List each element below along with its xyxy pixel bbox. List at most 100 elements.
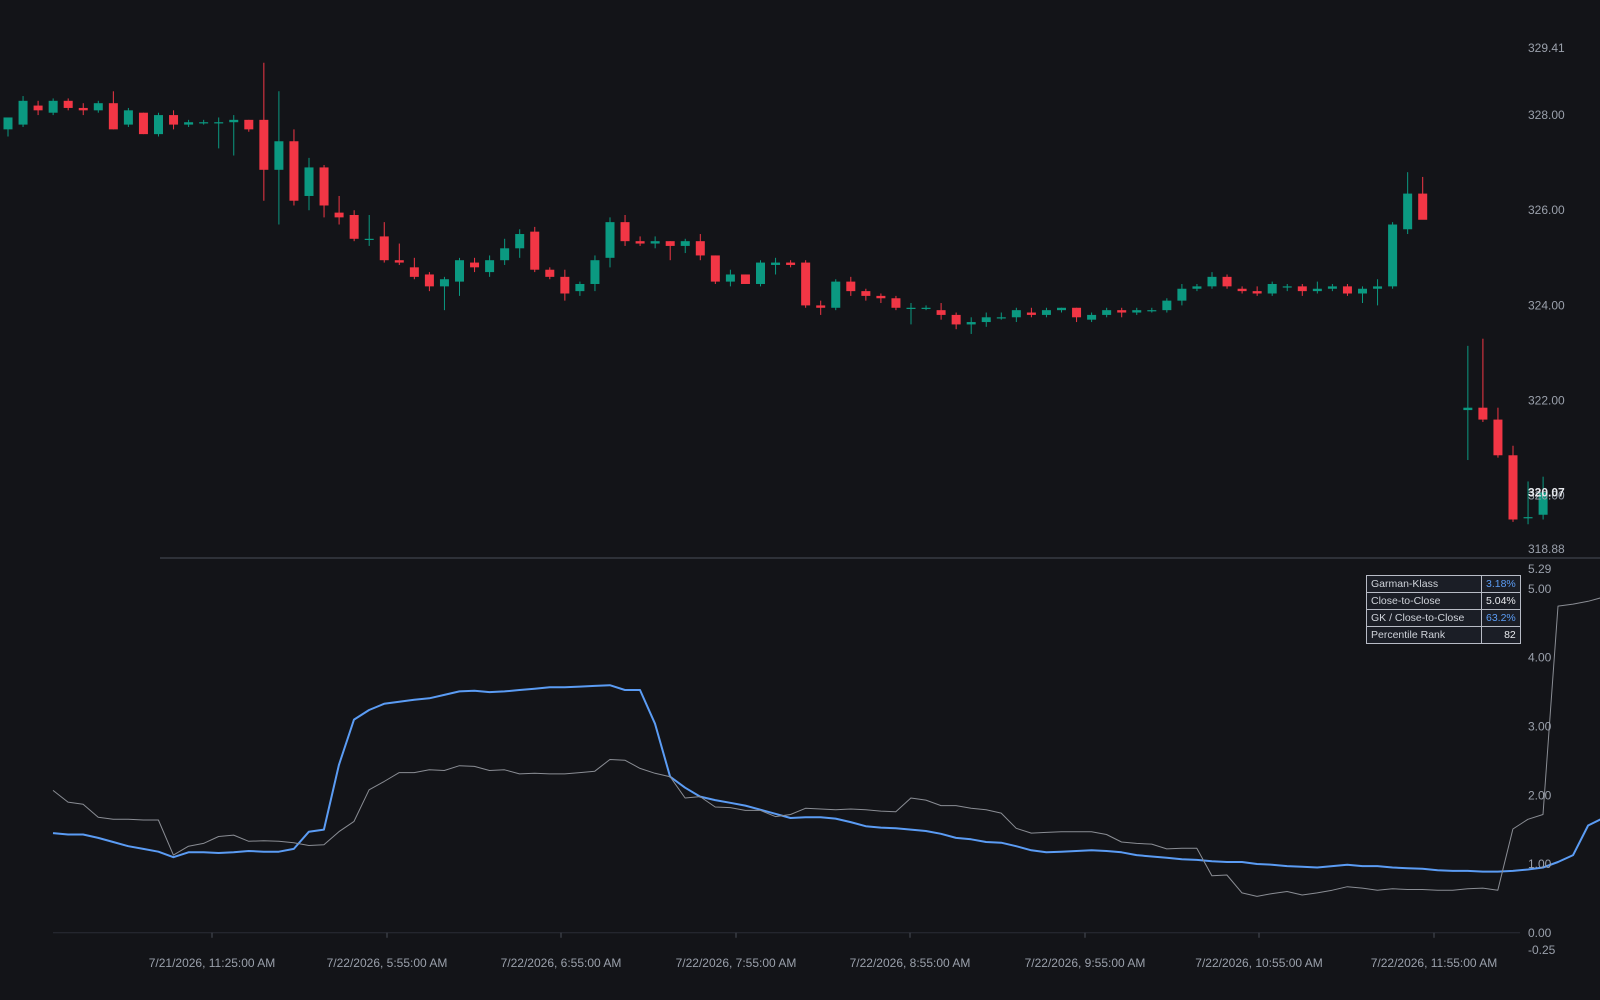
- candle: [1538, 476, 1548, 520]
- candle: [1222, 274, 1232, 289]
- candle-body: [169, 115, 179, 125]
- candle: [424, 272, 434, 292]
- candle: [695, 234, 705, 261]
- candle: [515, 229, 525, 258]
- last-price-label: 320.07: [1528, 485, 1565, 499]
- candle-body: [1267, 283, 1277, 294]
- candle: [560, 269, 570, 301]
- candle-body: [108, 103, 118, 130]
- price-tick-label: 329.41: [1528, 41, 1565, 55]
- candle: [3, 117, 13, 137]
- candle: [1177, 283, 1187, 306]
- candle: [816, 300, 826, 315]
- candle: [439, 276, 449, 311]
- candle: [123, 107, 133, 127]
- candle-body: [1222, 276, 1232, 287]
- candle-body: [364, 238, 374, 240]
- candle-body: [1072, 307, 1082, 318]
- candle-body: [801, 262, 811, 306]
- candle-body: [1327, 286, 1337, 289]
- candle: [1403, 172, 1413, 235]
- candle-body: [485, 260, 495, 273]
- candle-body: [18, 100, 28, 125]
- candle: [93, 100, 103, 113]
- candle-body: [981, 317, 991, 323]
- candle-body: [1342, 286, 1352, 294]
- candle: [1418, 176, 1428, 220]
- candle-body: [319, 167, 329, 206]
- candle: [244, 119, 254, 132]
- candle: [364, 215, 374, 246]
- candle: [665, 241, 675, 261]
- candle-body: [725, 274, 735, 282]
- candle-body: [1388, 224, 1398, 287]
- candle-body: [951, 314, 961, 325]
- candle-body: [1162, 300, 1172, 311]
- candle: [500, 238, 510, 265]
- price-tick-label: 324.00: [1528, 298, 1565, 312]
- candle: [304, 157, 314, 211]
- candle: [801, 260, 811, 308]
- candle-body: [1057, 307, 1066, 311]
- candle-body: [1463, 407, 1473, 411]
- candle: [1132, 307, 1142, 315]
- candle: [650, 236, 660, 249]
- vol-tick-label: 5.00: [1528, 582, 1552, 596]
- candle: [1102, 307, 1112, 318]
- candle: [1388, 222, 1398, 289]
- candle-body: [530, 231, 540, 270]
- time-tick-label: 7/22/2026, 11:55:00 AM: [1371, 956, 1498, 970]
- candle: [289, 129, 299, 206]
- candle-body: [1147, 310, 1157, 312]
- candle-body: [455, 260, 464, 282]
- candle-body: [771, 262, 781, 265]
- candle-body: [304, 167, 314, 196]
- candle: [1147, 307, 1157, 313]
- candle-body: [500, 248, 510, 261]
- candle-body: [1011, 310, 1021, 318]
- time-tick-label: 7/22/2026, 7:55:00 AM: [676, 956, 797, 970]
- candle-body: [199, 122, 209, 124]
- price-tick-label: 320.00: [1528, 489, 1565, 503]
- vol-tick-label: 5.29: [1528, 562, 1552, 576]
- candle-body: [560, 276, 570, 294]
- candle-body: [289, 141, 299, 201]
- candle: [18, 96, 28, 127]
- candle: [530, 226, 540, 273]
- candle-body: [379, 236, 389, 261]
- stats-row: Close-to-Close 5.04%: [1366, 592, 1521, 610]
- price-tick-label: 322.00: [1528, 394, 1565, 408]
- candle-body: [1237, 288, 1247, 292]
- stats-value: 82: [1481, 626, 1521, 644]
- candle: [470, 257, 480, 273]
- candle: [184, 119, 194, 127]
- candle: [169, 110, 179, 130]
- candle-body: [515, 234, 525, 249]
- candle: [996, 312, 1006, 320]
- candle: [1267, 281, 1277, 296]
- candle: [1312, 281, 1322, 294]
- candle: [1192, 283, 1202, 292]
- candle: [229, 115, 239, 156]
- candle: [48, 98, 58, 116]
- stats-value: 3.18%: [1481, 575, 1521, 593]
- candle-body: [1297, 286, 1307, 292]
- candle: [78, 103, 88, 116]
- candle: [63, 98, 73, 111]
- candle-body: [665, 241, 675, 246]
- close-to-close-line: [52, 597, 1600, 897]
- candle: [740, 274, 750, 284]
- candle: [1237, 286, 1247, 294]
- time-tick-label: 7/22/2026, 5:55:00 AM: [327, 956, 448, 970]
- candle-body: [334, 212, 344, 218]
- candles-group: [3, 62, 1548, 525]
- candle-body: [349, 215, 359, 239]
- candle: [966, 317, 976, 334]
- candle-body: [1041, 310, 1051, 315]
- candle: [981, 312, 991, 327]
- stats-value: 5.04%: [1481, 592, 1521, 610]
- candle-body: [1026, 312, 1036, 315]
- candle-body: [470, 262, 480, 268]
- candle-body: [63, 100, 73, 108]
